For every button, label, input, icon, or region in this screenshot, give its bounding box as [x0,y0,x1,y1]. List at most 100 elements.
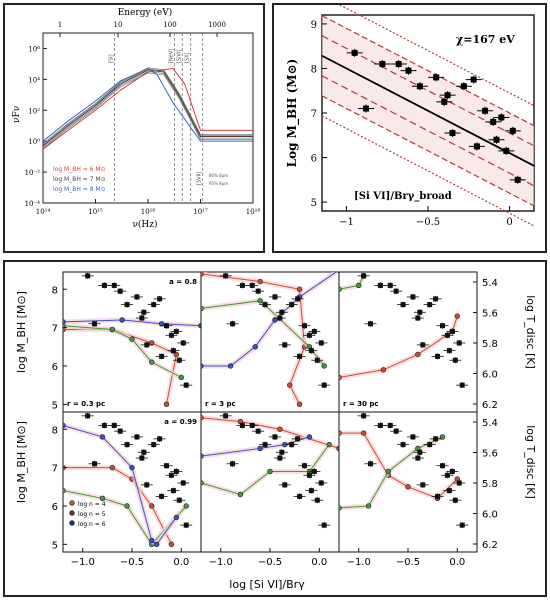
grid-data-point [140,481,153,488]
grid-panel: 8 7 6 5 a = 0.8 r = 0.3 pc [52,271,202,413]
sed-curve [42,67,253,144]
grid-y2-tick-label: 6.2 [482,400,498,411]
grid-y2-tick-label: 5.6 [482,309,498,320]
grid-panel: −1.0 −0.5 0.0 5.4 5.6 5.8 6.0 6.2 [338,411,498,568]
grid-data-point [443,487,456,494]
grid-spin-label: a = 0.99 [164,418,197,426]
grid-curve-marker [201,305,204,312]
grid-data-point [114,288,127,295]
scatter-point [485,117,502,126]
grid-radius-label: r = 30 pc [343,400,379,408]
grid-curve-marker [267,468,273,475]
grid-data-point [449,357,462,364]
grid-data-point [397,441,410,448]
scatter-point [455,82,472,91]
grid-data-point [252,288,265,295]
grid-data-point [81,412,94,419]
grid-data-point [436,322,449,329]
grid-data-point [278,341,291,348]
grid-data-point [219,412,232,419]
grid-curve-marker [163,401,170,408]
grid-y-label-right-bottom: log T_disc [K] [524,425,537,499]
grid-x-tick-label: −1.0 [209,557,233,568]
grid-curve-marker [257,298,263,304]
grid-panel-content [339,412,469,529]
grid-panel: 5.4 5.6 5.8 6.0 6.2 r = 30 pc [338,271,498,413]
grid-data-point [318,382,331,389]
grid-data-point [308,328,321,335]
scatter-band [321,75,535,187]
grid-curve-marker [385,468,391,475]
grid-data-point [167,347,180,354]
grid-curve-marker [173,351,180,358]
grid-data-point [406,293,419,300]
grid-y-tick-label: 7 [52,464,58,475]
grid-panel: r = 3 pc [200,271,340,413]
grid-legend-label: log n = 5 [78,511,106,518]
grid-data-point [423,301,436,308]
grid-data-point [275,449,288,456]
grid-data-point [153,435,166,442]
grid-data-point [453,479,466,486]
grid-data-point [88,320,101,327]
grid-data-point [108,282,121,289]
scatter-point [411,82,428,91]
grid-data-point [140,341,153,348]
grid-curve-marker [252,344,258,350]
grid-curve-marker [306,434,313,440]
grid-data-point [246,282,259,289]
scatter-y-tick-label: 5 [311,198,317,209]
grid-data-point [153,295,166,302]
grid-y-label-right-top: log T_disc [K] [524,295,537,369]
scatter-point [468,142,485,151]
grid-data-point [259,301,272,308]
grid-panel-content [201,412,339,529]
grid-data-point [411,455,424,462]
grid-curve-marker [153,541,160,548]
grid-data-point [88,460,101,467]
grid-curve-marker [149,340,155,346]
sed-ion-label: [NeV] [169,49,175,63]
grid-data-point [177,479,190,486]
grid-curve-marker [360,430,367,436]
grid-legend-label: log n = 6 [78,521,106,528]
sed-top-tick-label: 10 [114,21,123,29]
grid-panel-content [339,272,469,389]
grid-data-point [456,382,469,389]
grid-data-point [384,282,397,289]
grid-curve-marker [158,321,165,327]
grid-curve-marker [63,322,66,329]
grid-curve-marker [149,537,155,544]
grid-data-point [285,301,298,308]
grid-data-point [315,339,328,346]
grid-data-point [275,309,288,316]
grid-curve-marker [439,434,446,440]
scatter-point [390,60,407,68]
scatter-annotation: χ=167 eV [456,33,515,46]
grid-curve-marker [287,382,293,388]
grid-data-point [285,441,298,448]
grid-y2-tick-label: 6.0 [482,510,498,521]
panel-grid: 8 7 6 5 a = 0.8 r = 0.3 pc r = 3 pc 5.4 5.6 5.8 6.… [3,260,547,597]
grid-data-point [114,428,127,435]
grid-curve-marker [99,495,106,502]
grid-data-point [413,449,426,456]
grid-curve [201,273,306,405]
grid-data-point [170,468,183,475]
grid-data-point [155,493,168,500]
grid-panel: −1.0 −0.5 0.0 [200,411,340,568]
grid-panel-content [63,272,201,408]
grid-x-tick-label: −0.5 [120,557,144,568]
grid-curve-marker [415,351,421,358]
grid-x-tick-label: −1.0 [71,557,95,568]
sed-top-axis-label: Energy (eV) [118,7,173,18]
grid-data-point [177,339,190,346]
grid-data-point [305,347,318,354]
grid-data-point [293,493,306,500]
grid-y2-tick-label: 5.8 [482,479,498,490]
grid-curve-marker [201,415,204,421]
grid-data-point [135,315,148,322]
grid-y-tick-label: 6 [52,502,58,513]
grid-curve-marker [277,426,283,432]
